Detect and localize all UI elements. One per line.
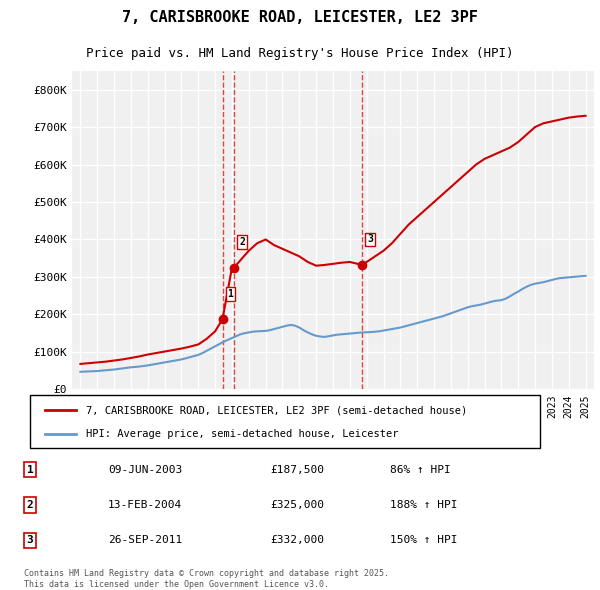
Text: Contains HM Land Registry data © Crown copyright and database right 2025.
This d: Contains HM Land Registry data © Crown c… — [24, 569, 389, 589]
Text: 7, CARISBROOKE ROAD, LEICESTER, LE2 3PF (semi-detached house): 7, CARISBROOKE ROAD, LEICESTER, LE2 3PF … — [86, 405, 467, 415]
FancyBboxPatch shape — [30, 395, 540, 448]
Text: 26-SEP-2011: 26-SEP-2011 — [108, 536, 182, 545]
Text: 13-FEB-2004: 13-FEB-2004 — [108, 500, 182, 510]
Text: 86% ↑ HPI: 86% ↑ HPI — [390, 465, 451, 474]
Text: 2: 2 — [239, 237, 245, 247]
Text: 3: 3 — [26, 536, 34, 545]
Text: 09-JUN-2003: 09-JUN-2003 — [108, 465, 182, 474]
Text: 2: 2 — [26, 500, 34, 510]
Text: 1: 1 — [227, 289, 233, 299]
Text: HPI: Average price, semi-detached house, Leicester: HPI: Average price, semi-detached house,… — [86, 428, 398, 438]
Text: 3: 3 — [367, 234, 373, 244]
Text: £332,000: £332,000 — [270, 536, 324, 545]
Text: 150% ↑ HPI: 150% ↑ HPI — [390, 536, 458, 545]
Text: £187,500: £187,500 — [270, 465, 324, 474]
Text: 188% ↑ HPI: 188% ↑ HPI — [390, 500, 458, 510]
Text: 7, CARISBROOKE ROAD, LEICESTER, LE2 3PF: 7, CARISBROOKE ROAD, LEICESTER, LE2 3PF — [122, 10, 478, 25]
Text: 1: 1 — [26, 465, 34, 474]
Text: £325,000: £325,000 — [270, 500, 324, 510]
Text: Price paid vs. HM Land Registry's House Price Index (HPI): Price paid vs. HM Land Registry's House … — [86, 47, 514, 60]
